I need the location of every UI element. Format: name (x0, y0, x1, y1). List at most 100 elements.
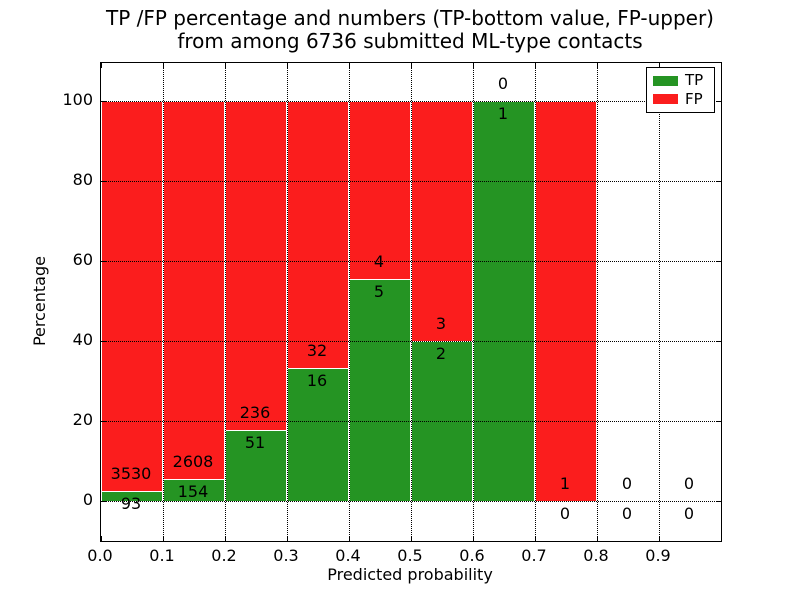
bar-segment-tp (101, 490, 163, 501)
x-tick-label: 0.5 (397, 546, 423, 565)
x-tick-mark (659, 63, 660, 68)
tp-count-label: 0 (621, 504, 633, 523)
x-tick-label: 0.1 (149, 546, 175, 565)
x-tick-mark (163, 63, 164, 68)
x-tick-label: 0.6 (459, 546, 485, 565)
bar-segment-fp (225, 101, 287, 430)
x-tick-mark (101, 63, 102, 68)
tp-color-swatch (653, 75, 678, 86)
bar-segment-fp (535, 101, 597, 501)
fp-count-label: 3530 (110, 463, 152, 483)
gridline-horizontal (101, 261, 721, 262)
chart-title: TP /FP percentage and numbers (TP-bottom… (50, 7, 770, 53)
fp-count-label: 0 (683, 474, 695, 493)
fp-count-label: 1 (559, 474, 571, 493)
x-tick-label: 0.4 (335, 546, 361, 565)
tp-count-label: 51 (244, 432, 266, 452)
y-tick-mark (101, 341, 106, 342)
fp-count-label: 236 (239, 402, 271, 422)
x-tick-mark (287, 63, 288, 68)
x-tick-mark (287, 536, 288, 541)
bar-segment-tp (349, 278, 411, 501)
tp-count-label: 0 (559, 504, 571, 523)
x-tick-mark (473, 63, 474, 68)
legend: TP FP (646, 67, 715, 113)
gridline-vertical (659, 63, 660, 541)
x-tick-label: 0.2 (211, 546, 237, 565)
legend-item-tp: TP (653, 73, 708, 88)
y-tick-label: 0 (82, 490, 93, 509)
y-tick-mark (716, 501, 721, 502)
bar-segment-fp (411, 101, 473, 341)
gridline-vertical (287, 63, 288, 541)
y-tick-label: 40 (72, 330, 93, 349)
x-axis-label: Predicted probability (327, 565, 493, 584)
y-tick-mark (716, 261, 721, 262)
tp-count-label: 16 (306, 370, 328, 390)
y-tick-mark (101, 101, 106, 102)
fp-count-label: 0 (621, 474, 633, 493)
gridline-vertical (597, 63, 598, 541)
gridline-vertical (535, 63, 536, 541)
tp-count-label: 154 (177, 481, 209, 501)
gridline-horizontal (101, 341, 721, 342)
y-tick-mark (716, 341, 721, 342)
y-tick-label: 60 (72, 250, 93, 269)
fp-count-label: 32 (306, 340, 328, 360)
y-tick-mark (101, 181, 106, 182)
legend-label-tp: TP (685, 71, 704, 90)
gridline-vertical (163, 63, 164, 541)
x-tick-mark (597, 536, 598, 541)
gridline-vertical (473, 63, 474, 541)
x-tick-mark (349, 536, 350, 541)
x-tick-mark (535, 536, 536, 541)
tp-count-label: 1 (497, 104, 509, 123)
gridline-horizontal (101, 501, 721, 502)
x-tick-label: 0.7 (521, 546, 547, 565)
y-axis-label: Percentage (30, 256, 49, 347)
chart-title-line2: from among 6736 submitted ML-type contac… (177, 29, 643, 53)
gridline-horizontal (101, 101, 721, 102)
y-tick-mark (101, 501, 106, 502)
gridline-vertical (349, 63, 350, 541)
x-tick-mark (411, 536, 412, 541)
fp-color-swatch (653, 94, 678, 105)
tp-count-label: 5 (373, 281, 385, 301)
fp-count-label: 2608 (172, 451, 214, 471)
x-tick-mark (101, 536, 102, 541)
tp-count-label: 0 (683, 504, 695, 523)
x-tick-mark (225, 536, 226, 541)
gridline-vertical (411, 63, 412, 541)
bar-segment-tp (473, 101, 535, 501)
x-tick-mark (349, 63, 350, 68)
y-tick-label: 20 (72, 410, 93, 429)
fp-count-label: 3 (435, 314, 447, 333)
y-tick-label: 80 (72, 170, 93, 189)
tp-count-label: 93 (120, 493, 142, 513)
y-tick-mark (716, 181, 721, 182)
bar-segment-fp (287, 101, 349, 368)
gridline-horizontal (101, 181, 721, 182)
gridline-vertical (225, 63, 226, 541)
x-tick-mark (225, 63, 226, 68)
x-tick-label: 0.8 (583, 546, 609, 565)
bar-segment-tp (287, 367, 349, 501)
legend-label-fp: FP (685, 89, 703, 108)
y-tick-mark (716, 101, 721, 102)
plot-area (100, 62, 722, 542)
x-tick-mark (597, 63, 598, 68)
fp-count-label: 0 (497, 74, 509, 93)
tp-count-label: 2 (435, 344, 447, 363)
bar-segment-fp (101, 101, 163, 491)
x-tick-label: 0.3 (273, 546, 299, 565)
legend-item-fp: FP (653, 89, 708, 108)
x-tick-mark (659, 536, 660, 541)
x-tick-mark (535, 63, 536, 68)
bar-segment-fp (163, 101, 225, 479)
x-tick-label: 0.9 (645, 546, 671, 565)
y-tick-mark (101, 261, 106, 262)
bar-segment-tp (225, 429, 287, 501)
gridline-horizontal (101, 421, 721, 422)
x-tick-label: 0.0 (87, 546, 113, 565)
